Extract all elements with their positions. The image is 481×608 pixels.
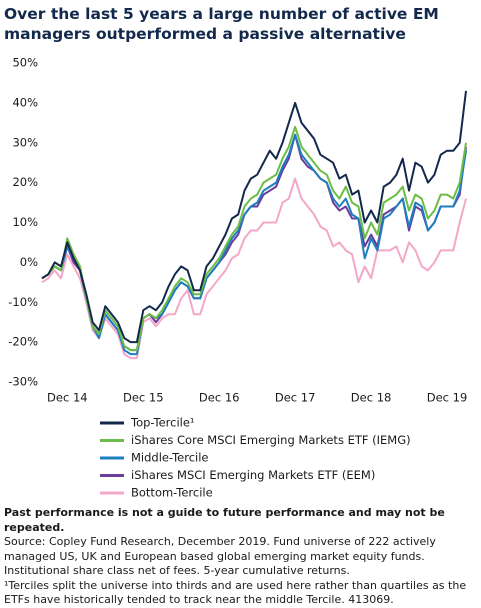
y-tick-label: 10% <box>12 215 38 229</box>
x-tick-label: Dec 18 <box>351 391 392 405</box>
x-tick-label: Dec 17 <box>275 391 316 405</box>
series-line <box>41 133 467 356</box>
y-tick-label: -30% <box>8 375 38 389</box>
x-tick-label: Dec 19 <box>427 391 468 405</box>
y-tick-label: 0% <box>20 255 38 269</box>
series-line <box>41 90 467 344</box>
legend-label: Top-Tercile¹ <box>130 416 195 430</box>
x-tick-label: Dec 14 <box>47 391 88 405</box>
chart: -30% -20% -10% 0% 10% 20% 30% 40% 50% Dec 14 Dec 1… <box>8 56 468 500</box>
disclaimer: Past performance is not a guide to futur… <box>4 506 445 534</box>
footer: Past performance is not a guide to futur… <box>4 506 478 608</box>
source-note: Source: Copley Fund Research, December 2… <box>4 535 436 577</box>
legend-label: Middle-Tercile <box>131 451 209 465</box>
series-line <box>41 125 467 352</box>
chart-title: Over the last 5 years a large number of … <box>4 5 439 43</box>
y-tick-label: 30% <box>12 135 38 149</box>
y-tick-label: 50% <box>12 56 38 70</box>
legend-label: iShares Core MSCI Emerging Markets ETF (… <box>131 433 411 447</box>
x-tick-label: Dec 15 <box>123 391 164 405</box>
legend-label: iShares MSCI Emerging Markets ETF (EEM) <box>131 468 375 482</box>
x-tick-label: Dec 16 <box>199 391 240 405</box>
y-tick-label: -20% <box>8 335 38 349</box>
y-tick-label: 20% <box>12 175 38 189</box>
legend-label: Bottom-Tercile <box>131 486 213 500</box>
y-tick-label: -10% <box>8 295 38 309</box>
series-line <box>41 177 467 360</box>
footnote: ¹Terciles split the universe into thirds… <box>4 578 467 607</box>
y-tick-label: 40% <box>12 95 38 109</box>
